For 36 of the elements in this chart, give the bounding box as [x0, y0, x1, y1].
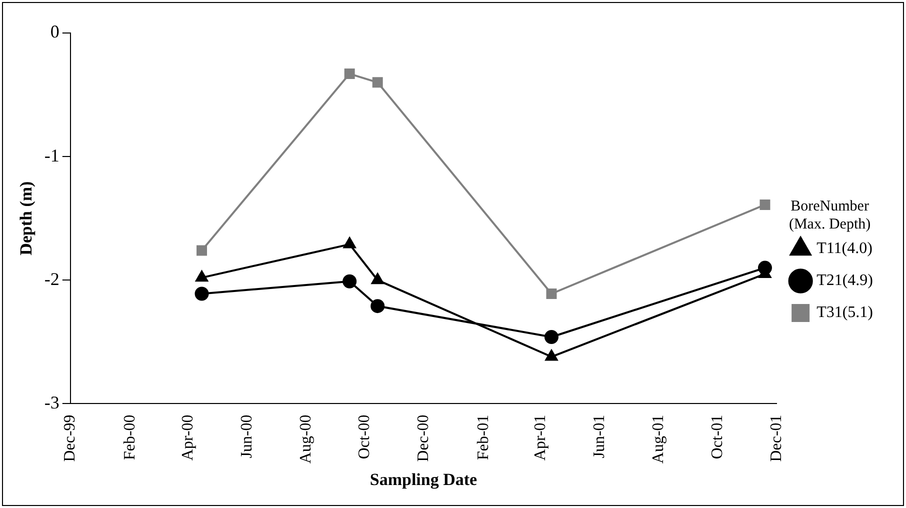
x-tick-label: Oct-00 [356, 414, 374, 460]
x-tick-label: Jun-00 [238, 414, 256, 458]
x-tick-label: Aug-01 [650, 414, 667, 464]
x-tick-label: Dec-01 [768, 414, 785, 462]
y-tick-label: 0 [50, 22, 60, 42]
legend-label: T21(4.9) [816, 272, 874, 290]
x-tick-label: Apr-01 [532, 414, 550, 461]
y-axis-title: Depth (m) [16, 181, 36, 256]
x-tick-label: Jun-01 [590, 414, 608, 458]
x-tick-label: Apr-00 [179, 414, 196, 461]
x-axis-title: Sampling Date [370, 470, 478, 490]
point [546, 288, 557, 299]
point [544, 330, 558, 344]
x-tick-label: Oct-01 [708, 414, 726, 460]
point [371, 273, 384, 284]
y-tick-label: -3 [44, 392, 60, 412]
y-tick-label: -1 [44, 145, 60, 166]
legend-label: T31(5.1) [816, 304, 874, 322]
x-tick-label: Dec-99 [62, 414, 79, 462]
point [194, 286, 209, 301]
x-tick-label: Feb-00 [121, 414, 138, 460]
point [343, 237, 356, 248]
point [196, 245, 208, 256]
point [760, 200, 770, 210]
point [545, 350, 558, 361]
legend-title: BoreNumber (Max. Depth) [788, 198, 871, 232]
point [196, 270, 208, 282]
x-tick-label: Dec-00 [415, 414, 432, 462]
point [372, 77, 383, 88]
legend-label: T11(4.0) [816, 240, 872, 258]
y-tick-label: -2 [44, 268, 60, 289]
point [342, 274, 357, 288]
point [370, 299, 385, 314]
x-tick-label: Aug-00 [297, 414, 314, 464]
x-tick-label: Feb-01 [475, 414, 492, 460]
point [344, 68, 355, 80]
